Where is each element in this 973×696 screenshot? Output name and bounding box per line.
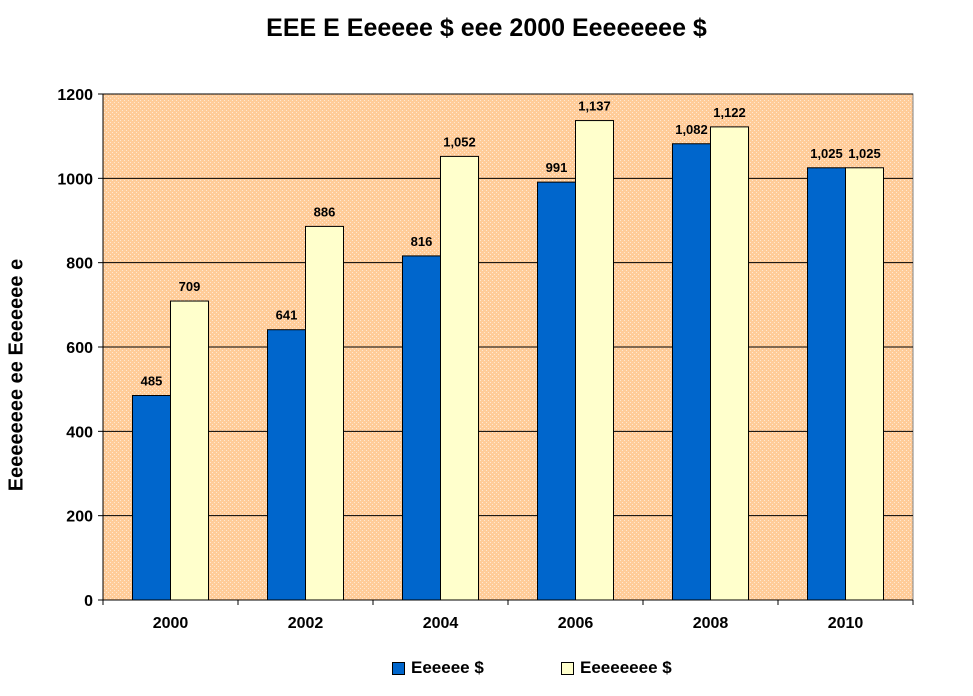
bar-2 [440,155,479,601]
data-label: 1,025 [848,146,881,161]
y-tick-label: 0 [84,593,93,610]
bar-1 [672,143,711,601]
legend-item-series-2: Eeeeeeee $ [561,657,672,679]
y-tick-label: 1000 [57,171,93,188]
legend-swatch-series-1 [392,661,405,675]
bar-1 [402,255,441,601]
data-label: 1,082 [675,122,708,137]
bar-1 [807,167,846,601]
data-label: 886 [314,204,336,219]
bar-1 [132,394,171,601]
x-tick-label: 2010 [828,615,864,632]
x-tick-label: 2006 [558,615,594,632]
bar-1 [537,181,576,601]
legend-label-series-2: Eeeeeeee $ [580,658,672,677]
data-label: 1,025 [810,146,843,161]
legend-item-series-1: Eeeeee $ [392,657,484,679]
data-label: 641 [276,308,298,323]
bar-2 [170,300,209,601]
x-tick-label: 2000 [153,615,189,632]
y-tick-label: 1200 [57,87,93,104]
legend-swatch-series-2 [561,661,574,675]
data-label: 1,122 [713,105,746,120]
y-axis-label: Eeeeeeeee ee Eeeeeee e [5,258,28,492]
data-label: 485 [141,373,163,388]
y-tick-label: 200 [66,509,93,526]
bar-1 [267,329,306,601]
data-label: 816 [411,234,433,249]
data-label: 709 [179,279,201,294]
x-tick-label: 2004 [423,615,459,632]
bar-2 [575,120,614,601]
data-label: 1,137 [578,99,611,114]
bar-2 [710,126,749,601]
x-tick-label: 2008 [693,615,729,632]
chart-title: EEE E Eeeeee $ eee 2000 Eeeeeeee $ [266,14,707,42]
x-tick-label: 2002 [288,615,324,632]
data-label: 1,052 [443,134,476,149]
bar-2 [845,167,884,601]
y-tick-label: 600 [66,340,93,357]
bar-2 [305,225,344,601]
legend-label-series-1: Eeeeee $ [411,658,484,677]
y-tick-label: 800 [66,256,93,273]
y-tick-label: 400 [66,424,93,441]
data-label: 991 [546,160,568,175]
